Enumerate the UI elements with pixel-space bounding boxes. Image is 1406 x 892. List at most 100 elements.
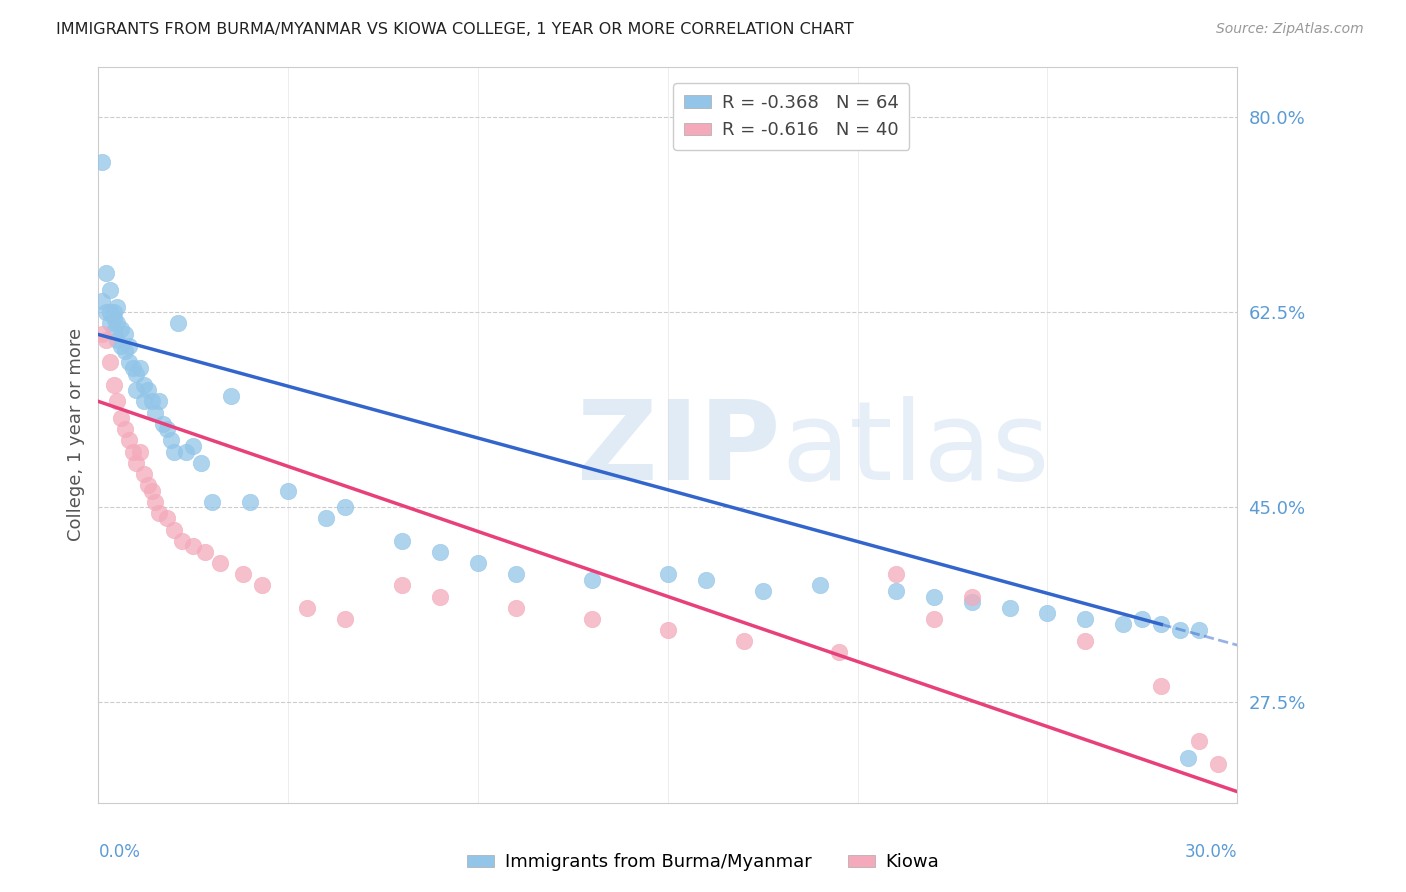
Point [467,556,489,570]
Point [107,300,129,314]
Point [1188,734,1211,748]
Point [657,623,679,637]
Text: 30.0%: 30.0% [1185,843,1237,862]
Point [429,545,451,559]
Point [141,483,163,498]
Point [156,511,179,525]
Point [391,533,413,548]
Point [98,355,121,369]
Point [148,506,170,520]
Legend: Immigrants from Burma/Myanmar, Kiowa: Immigrants from Burma/Myanmar, Kiowa [460,847,946,879]
Point [183,439,205,453]
Point [110,338,132,352]
Text: Source: ZipAtlas.com: Source: ZipAtlas.com [1216,22,1364,37]
Point [657,567,679,582]
Point [118,338,141,352]
Point [733,634,755,648]
Point [91,327,114,342]
Point [250,578,273,592]
Point [125,383,148,397]
Point [1208,756,1230,771]
Point [1112,617,1135,632]
Point [1177,751,1199,765]
Point [118,355,141,369]
Point [132,377,155,392]
Point [1074,612,1097,626]
Point [121,360,143,375]
Point [136,383,159,397]
Point [103,377,125,392]
Point [129,360,152,375]
Point [960,590,983,604]
Point [107,316,129,330]
Point [1188,623,1211,637]
Point [148,394,170,409]
Point [752,583,775,598]
Point [201,494,224,508]
Point [110,322,132,336]
Point [103,310,125,325]
Point [91,154,114,169]
Point [391,578,413,592]
Point [114,422,136,436]
Point [94,266,117,280]
Point [277,483,299,498]
Point [808,578,831,592]
Point [221,389,243,403]
Point [884,567,907,582]
Point [174,444,197,458]
Point [163,444,186,458]
Text: IMMIGRANTS FROM BURMA/MYANMAR VS KIOWA COLLEGE, 1 YEAR OR MORE CORRELATION CHART: IMMIGRANTS FROM BURMA/MYANMAR VS KIOWA C… [56,22,853,37]
Point [297,600,319,615]
Point [107,394,129,409]
Point [335,612,357,626]
Point [159,434,181,448]
Point [183,539,205,553]
Point [429,590,451,604]
Point [132,467,155,481]
Point [125,456,148,470]
Point [232,567,254,582]
Point [194,545,217,559]
Point [152,417,174,431]
Point [94,305,117,319]
Point [125,367,148,381]
Point [94,333,117,347]
Point [136,478,159,492]
Legend: R = -0.368   N = 64, R = -0.616   N = 40: R = -0.368 N = 64, R = -0.616 N = 40 [673,83,910,150]
Point [1132,612,1154,626]
Text: ZIP: ZIP [576,396,780,503]
Point [121,444,143,458]
Point [581,612,603,626]
Point [110,411,132,425]
Point [167,316,190,330]
Point [156,422,179,436]
Point [98,316,121,330]
Point [132,394,155,409]
Point [960,595,983,609]
Y-axis label: College, 1 year or more: College, 1 year or more [66,328,84,541]
Point [98,305,121,319]
Point [335,500,357,515]
Point [828,645,851,659]
Point [91,293,114,308]
Point [1170,623,1192,637]
Point [114,327,136,342]
Point [1150,617,1173,632]
Point [998,600,1021,615]
Point [505,567,527,582]
Point [103,324,125,338]
Point [103,305,125,319]
Text: atlas: atlas [782,396,1050,503]
Point [141,394,163,409]
Point [107,333,129,347]
Point [884,583,907,598]
Point [208,556,231,570]
Point [190,456,212,470]
Point [1150,679,1173,693]
Point [922,612,945,626]
Point [145,494,167,508]
Point [129,444,152,458]
Point [695,573,717,587]
Point [170,533,193,548]
